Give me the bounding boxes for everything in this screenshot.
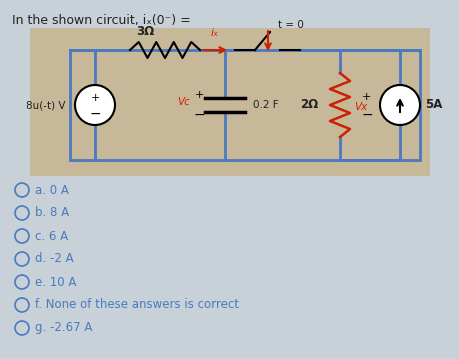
Text: +: +	[90, 93, 100, 103]
Circle shape	[15, 252, 29, 266]
Text: −: −	[89, 107, 101, 121]
Circle shape	[380, 85, 420, 125]
Text: −: −	[362, 108, 374, 122]
Text: e. 10 A: e. 10 A	[35, 275, 76, 289]
Text: 0.2 F: 0.2 F	[253, 100, 279, 110]
Circle shape	[15, 275, 29, 289]
Text: In the shown circuit, iₓ(0⁻) =: In the shown circuit, iₓ(0⁻) =	[12, 14, 191, 27]
Text: a. 0 A: a. 0 A	[35, 183, 69, 196]
Text: c. 6 A: c. 6 A	[35, 229, 68, 242]
Circle shape	[15, 321, 29, 335]
Bar	[70, 50, 420, 160]
Text: Vc: Vc	[177, 97, 190, 107]
Text: b. 8 A: b. 8 A	[35, 206, 69, 219]
Circle shape	[75, 85, 115, 125]
Circle shape	[15, 298, 29, 312]
Text: +: +	[194, 90, 204, 100]
Text: Vx: Vx	[354, 102, 367, 112]
Text: 3Ω: 3Ω	[136, 25, 154, 38]
Text: 2Ω: 2Ω	[300, 98, 318, 112]
Text: 5A: 5A	[425, 98, 442, 112]
Bar	[30, 28, 430, 176]
Text: 8u(-t) V: 8u(-t) V	[27, 100, 66, 110]
Text: −: −	[193, 108, 205, 122]
Text: +: +	[362, 92, 371, 102]
Text: t = 0: t = 0	[278, 20, 304, 30]
Text: f. None of these answers is correct: f. None of these answers is correct	[35, 298, 239, 312]
Text: iₓ: iₓ	[211, 28, 219, 38]
Text: d. -2 A: d. -2 A	[35, 252, 73, 266]
Text: g. -2.67 A: g. -2.67 A	[35, 322, 92, 335]
Circle shape	[15, 183, 29, 197]
Circle shape	[15, 206, 29, 220]
Circle shape	[15, 229, 29, 243]
